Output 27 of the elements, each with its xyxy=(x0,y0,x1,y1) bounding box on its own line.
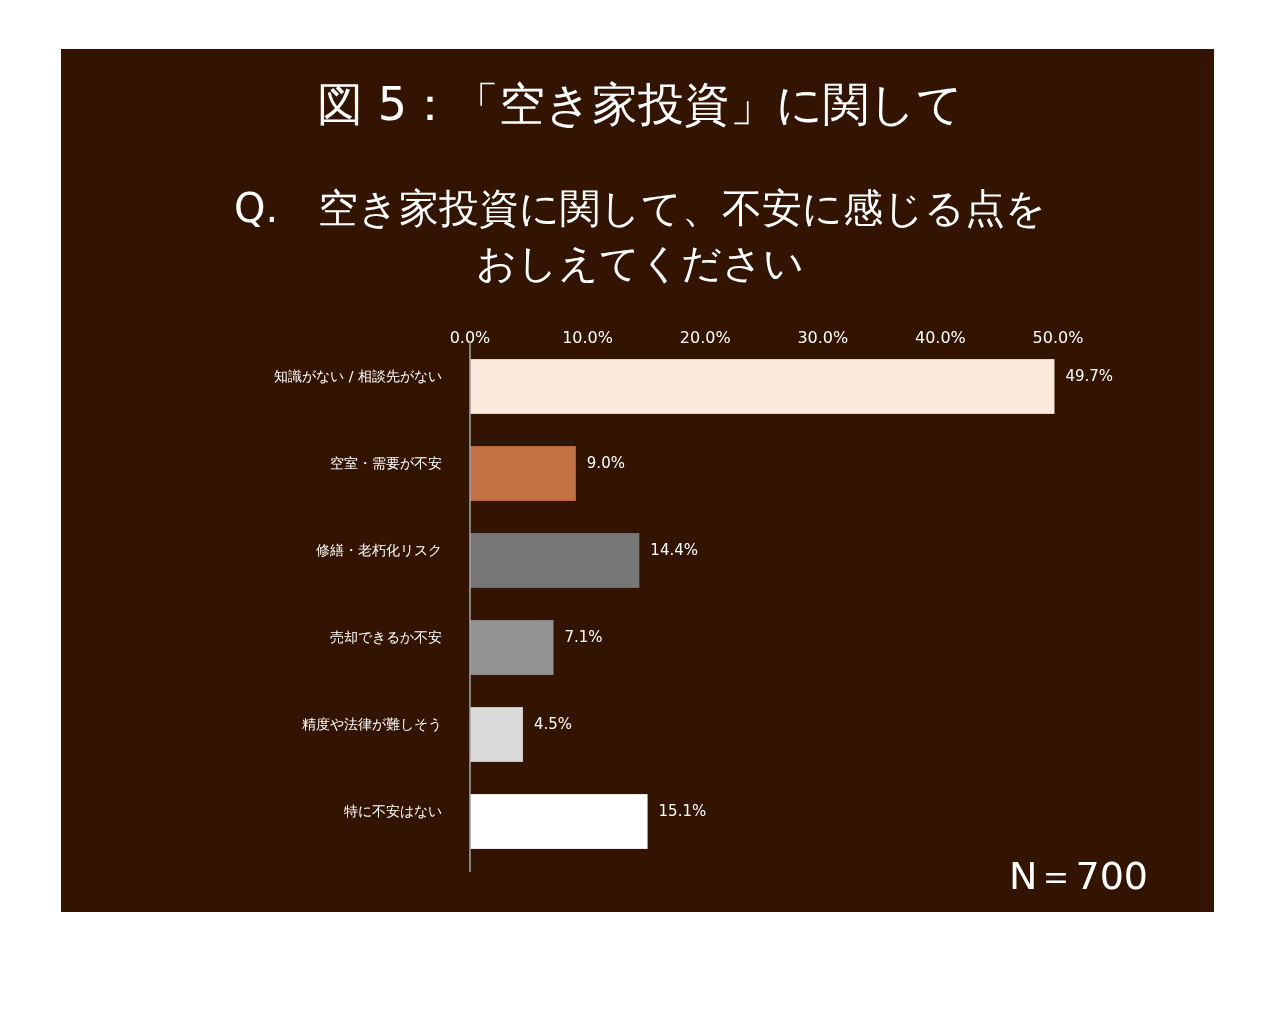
bar xyxy=(470,533,640,588)
data-label: 14.4% xyxy=(650,540,698,559)
x-tick-label: 20.0% xyxy=(679,328,731,347)
data-label: 7.1% xyxy=(564,627,603,646)
data-label: 15.1% xyxy=(658,801,707,820)
bar xyxy=(470,446,576,501)
chart-title: 図 5：「空き家投資」に関して xyxy=(317,77,963,131)
y-tick-label: 特に不安はない xyxy=(344,802,442,819)
annotation: N＝700 xyxy=(1009,854,1148,898)
x-tick-label: 30.0% xyxy=(797,328,849,347)
y-tick-label: 売却できるか不安 xyxy=(330,628,442,645)
x-tick-label: 10.0% xyxy=(562,328,614,347)
data-label: 49.7% xyxy=(1065,366,1114,385)
bar xyxy=(470,359,1055,414)
y-tick-label: 空室・需要が不安 xyxy=(330,454,442,471)
bar xyxy=(470,620,554,675)
data-label: 4.5% xyxy=(533,714,573,733)
y-tick-label: 精度や法律が難しそう xyxy=(302,715,442,732)
y-tick-label: 修繕・老朽化リスク xyxy=(316,541,442,558)
bar xyxy=(470,794,648,849)
bar xyxy=(470,707,523,762)
x-tick-label: 0.0% xyxy=(449,328,491,347)
chart-subtitle: Q. 空き家投資に関して、不安に感じる点をおしえてください xyxy=(233,185,1047,286)
x-tick-label: 50.0% xyxy=(1032,328,1084,347)
y-tick-label: 知識がない / 相談先がない xyxy=(274,367,442,384)
x-tick-label: 40.0% xyxy=(914,328,966,347)
data-label: 9.0% xyxy=(586,453,625,472)
